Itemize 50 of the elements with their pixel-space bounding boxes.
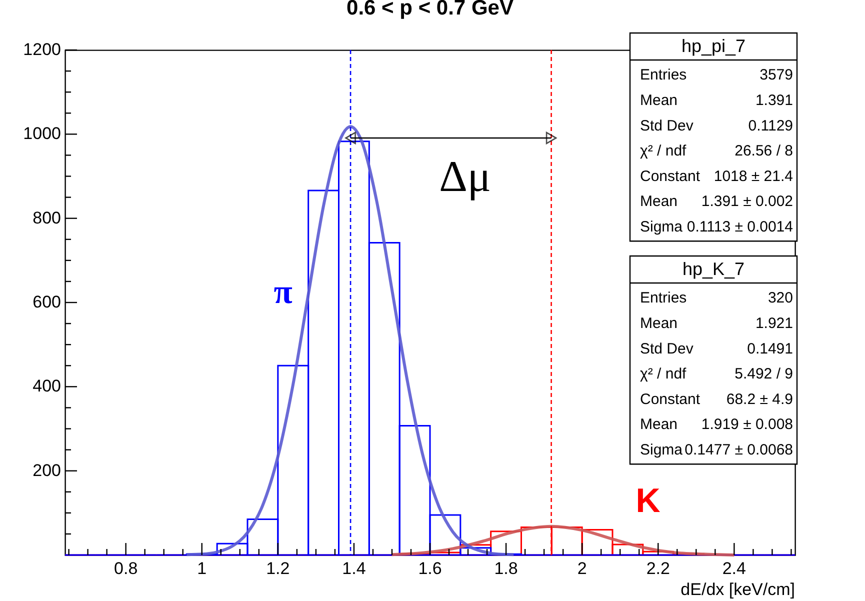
annotation: Entries: [640, 66, 687, 84]
annotation: 3579: [760, 66, 793, 84]
x-tick-label: 2.2: [646, 559, 670, 578]
annotation: 1.921: [755, 314, 793, 332]
annotation: Mean: [640, 193, 678, 210]
annotation: Δμ: [439, 152, 491, 201]
annotation: Std Dev: [640, 340, 694, 358]
annotation: 5.492 / 9: [734, 366, 793, 383]
annotation: hp_K_7: [682, 259, 745, 279]
annotation: Mean: [640, 92, 678, 109]
chart-title: 0.6 < p < 0.7 GeV: [346, 0, 514, 20]
annotation: χ² / ndf: [640, 142, 688, 160]
annotation: 320: [768, 290, 793, 307]
x-tick-label: 2.4: [722, 559, 746, 578]
annotation: Std Dev: [640, 117, 694, 134]
y-tick-label: 800: [32, 208, 61, 228]
annotation: hp_pi_7: [681, 36, 746, 56]
x-tick-label: 1.6: [418, 559, 442, 578]
y-tick-label: 200: [32, 460, 61, 480]
annotation: 1.391 ± 0.002: [701, 193, 793, 210]
annotation: 1018 ± 21.4: [714, 168, 793, 185]
x-tick-label: 1.2: [266, 559, 290, 578]
series-label: K: [636, 482, 661, 520]
annotation: 0.1477 ± 0.0068: [684, 441, 793, 458]
annotation: 26.56 / 8: [734, 142, 793, 160]
x-axis-title: dE/dx [keV/cm]: [680, 580, 795, 599]
annotation: Mean: [640, 416, 678, 434]
x-tick-label: 0.8: [114, 559, 138, 578]
annotation: 0.1113 ± 0.0014: [686, 218, 793, 236]
annotation: Entries: [640, 290, 687, 307]
x-tick-label: 2: [577, 559, 587, 578]
y-tick-label: 1000: [23, 124, 61, 144]
y-tick-label: 600: [32, 292, 61, 312]
x-tick-label: 1: [197, 559, 207, 578]
annotation: 68.2 ± 4.9: [726, 390, 793, 408]
annotation: 1.919 ± 0.008: [701, 416, 793, 434]
annotation: Mean: [640, 314, 678, 332]
y-tick-label: 400: [32, 376, 61, 396]
x-tick-label: 1.8: [494, 559, 518, 578]
annotation: Sigma: [640, 218, 684, 236]
x-tick-label: 1.4: [342, 559, 366, 578]
annotation: 1.391: [755, 92, 793, 109]
annotation: χ² / ndf: [640, 366, 688, 383]
annotation: Sigma: [640, 441, 684, 458]
y-tick-label: 1200: [23, 40, 61, 59]
annotation: Constant: [640, 168, 701, 185]
annotation: 0.1129: [748, 117, 793, 134]
annotation: Constant: [640, 390, 701, 408]
annotation: 0.1491: [747, 340, 793, 358]
series-label: π: [274, 274, 293, 311]
